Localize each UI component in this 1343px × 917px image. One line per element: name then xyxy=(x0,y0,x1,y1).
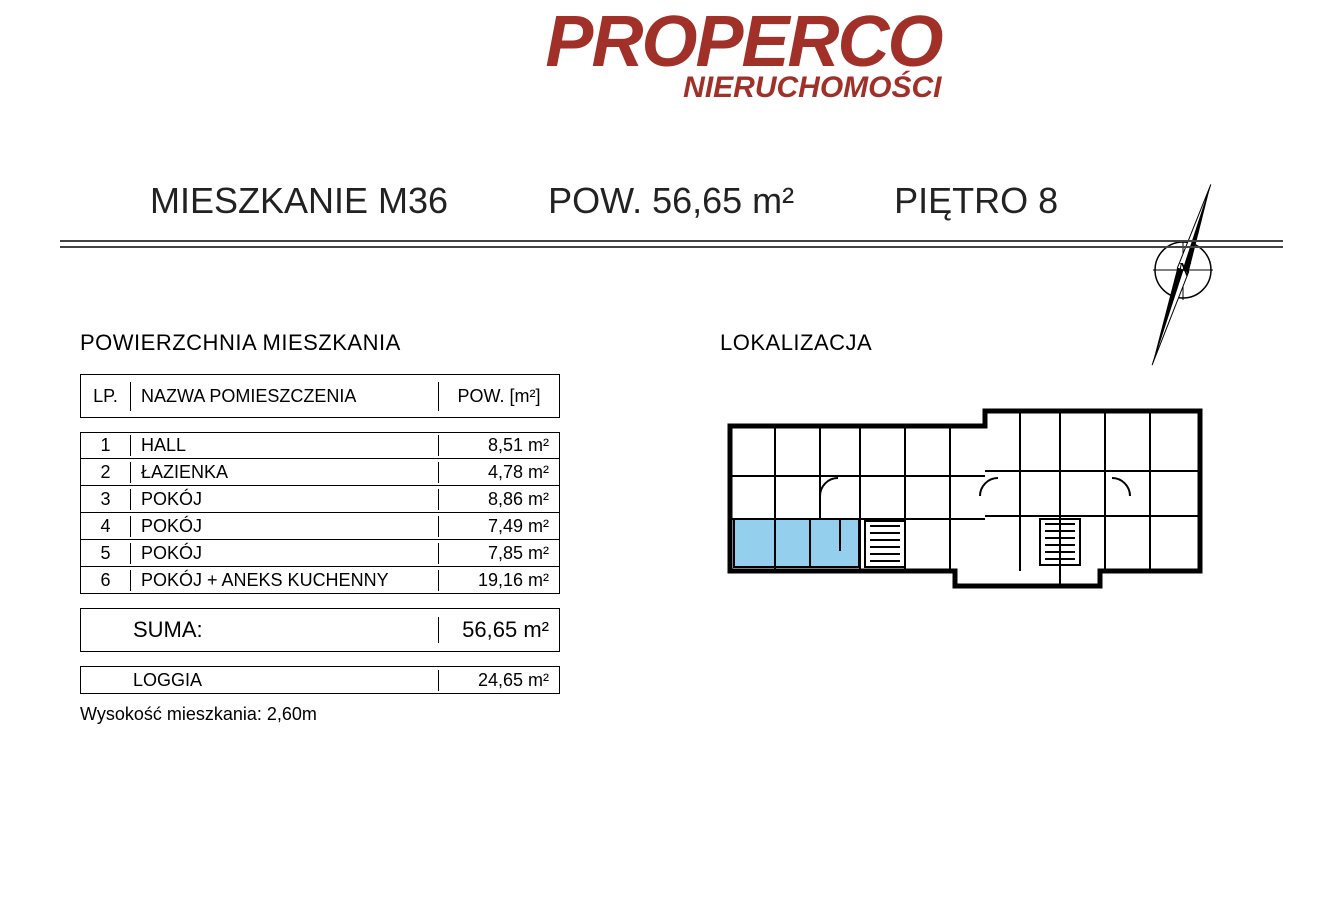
sum-row: SUMA: 56,65 m² xyxy=(80,608,560,652)
header-row: MIESZKANIE M36 POW. 56,65 m² PIĘTRO 8 xyxy=(150,180,1193,222)
loggia-value: 24,65 m² xyxy=(439,670,559,691)
logo-area: PROPERCO NIERUCHOMOŚCI xyxy=(402,10,942,105)
table-title: POWIERZCHNIA MIESZKANIA xyxy=(80,330,560,356)
row-area: 7,49 m² xyxy=(439,516,559,537)
table-row: 3 POKÓJ 8,86 m² xyxy=(80,486,560,513)
row-lp: 5 xyxy=(81,543,131,564)
area-table-panel: POWIERZCHNIA MIESZKANIA LP. NAZWA POMIES… xyxy=(80,330,560,725)
row-name: POKÓJ + ANEKS KUCHENNY xyxy=(131,570,439,591)
row-area: 8,86 m² xyxy=(439,489,559,510)
apartment-label: MIESZKANIE M36 xyxy=(150,180,448,222)
row-area: 19,16 m² xyxy=(439,570,559,591)
table-row: 2 ŁAZIENKA 4,78 m² xyxy=(80,459,560,486)
divider xyxy=(60,246,1283,248)
location-panel: LOKALIZACJA xyxy=(720,330,1220,606)
location-title: LOKALIZACJA xyxy=(720,330,1220,356)
loggia-row: LOGGIA 24,65 m² xyxy=(80,666,560,694)
row-name: POKÓJ xyxy=(131,489,439,510)
logo-main: PROPERCO xyxy=(402,10,942,75)
area-label: POW. 56,65 m² xyxy=(548,180,794,222)
row-lp: 2 xyxy=(81,462,131,483)
row-lp: 1 xyxy=(81,435,131,456)
table-row: 6 POKÓJ + ANEKS KUCHENNY 19,16 m² xyxy=(80,567,560,594)
table-row: 4 POKÓJ 7,49 m² xyxy=(80,513,560,540)
divider xyxy=(60,240,1283,242)
svg-text:N: N xyxy=(1176,259,1192,281)
sum-value: 56,65 m² xyxy=(439,617,559,643)
floor-label: PIĘTRO 8 xyxy=(894,180,1058,222)
table-row: 1 HALL 8,51 m² xyxy=(80,432,560,459)
loggia-label: LOGGIA xyxy=(81,670,439,691)
sum-label: SUMA: xyxy=(81,617,439,643)
height-note: Wysokość mieszkania: 2,60m xyxy=(80,704,560,725)
table-row: 5 POKÓJ 7,85 m² xyxy=(80,540,560,567)
row-lp: 4 xyxy=(81,516,131,537)
floorplan-diagram xyxy=(720,401,1220,606)
row-lp: 3 xyxy=(81,489,131,510)
row-name: POKÓJ xyxy=(131,516,439,537)
col-lp: LP. xyxy=(81,382,131,411)
row-lp: 6 xyxy=(81,570,131,591)
row-area: 8,51 m² xyxy=(439,435,559,456)
row-area: 7,85 m² xyxy=(439,543,559,564)
row-area: 4,78 m² xyxy=(439,462,559,483)
row-name: HALL xyxy=(131,435,439,456)
col-name: NAZWA POMIESZCZENIA xyxy=(131,382,439,411)
col-area: POW. [m²] xyxy=(439,382,559,411)
row-name: ŁAZIENKA xyxy=(131,462,439,483)
row-name: POKÓJ xyxy=(131,543,439,564)
table-header: LP. NAZWA POMIESZCZENIA POW. [m²] xyxy=(80,374,560,418)
